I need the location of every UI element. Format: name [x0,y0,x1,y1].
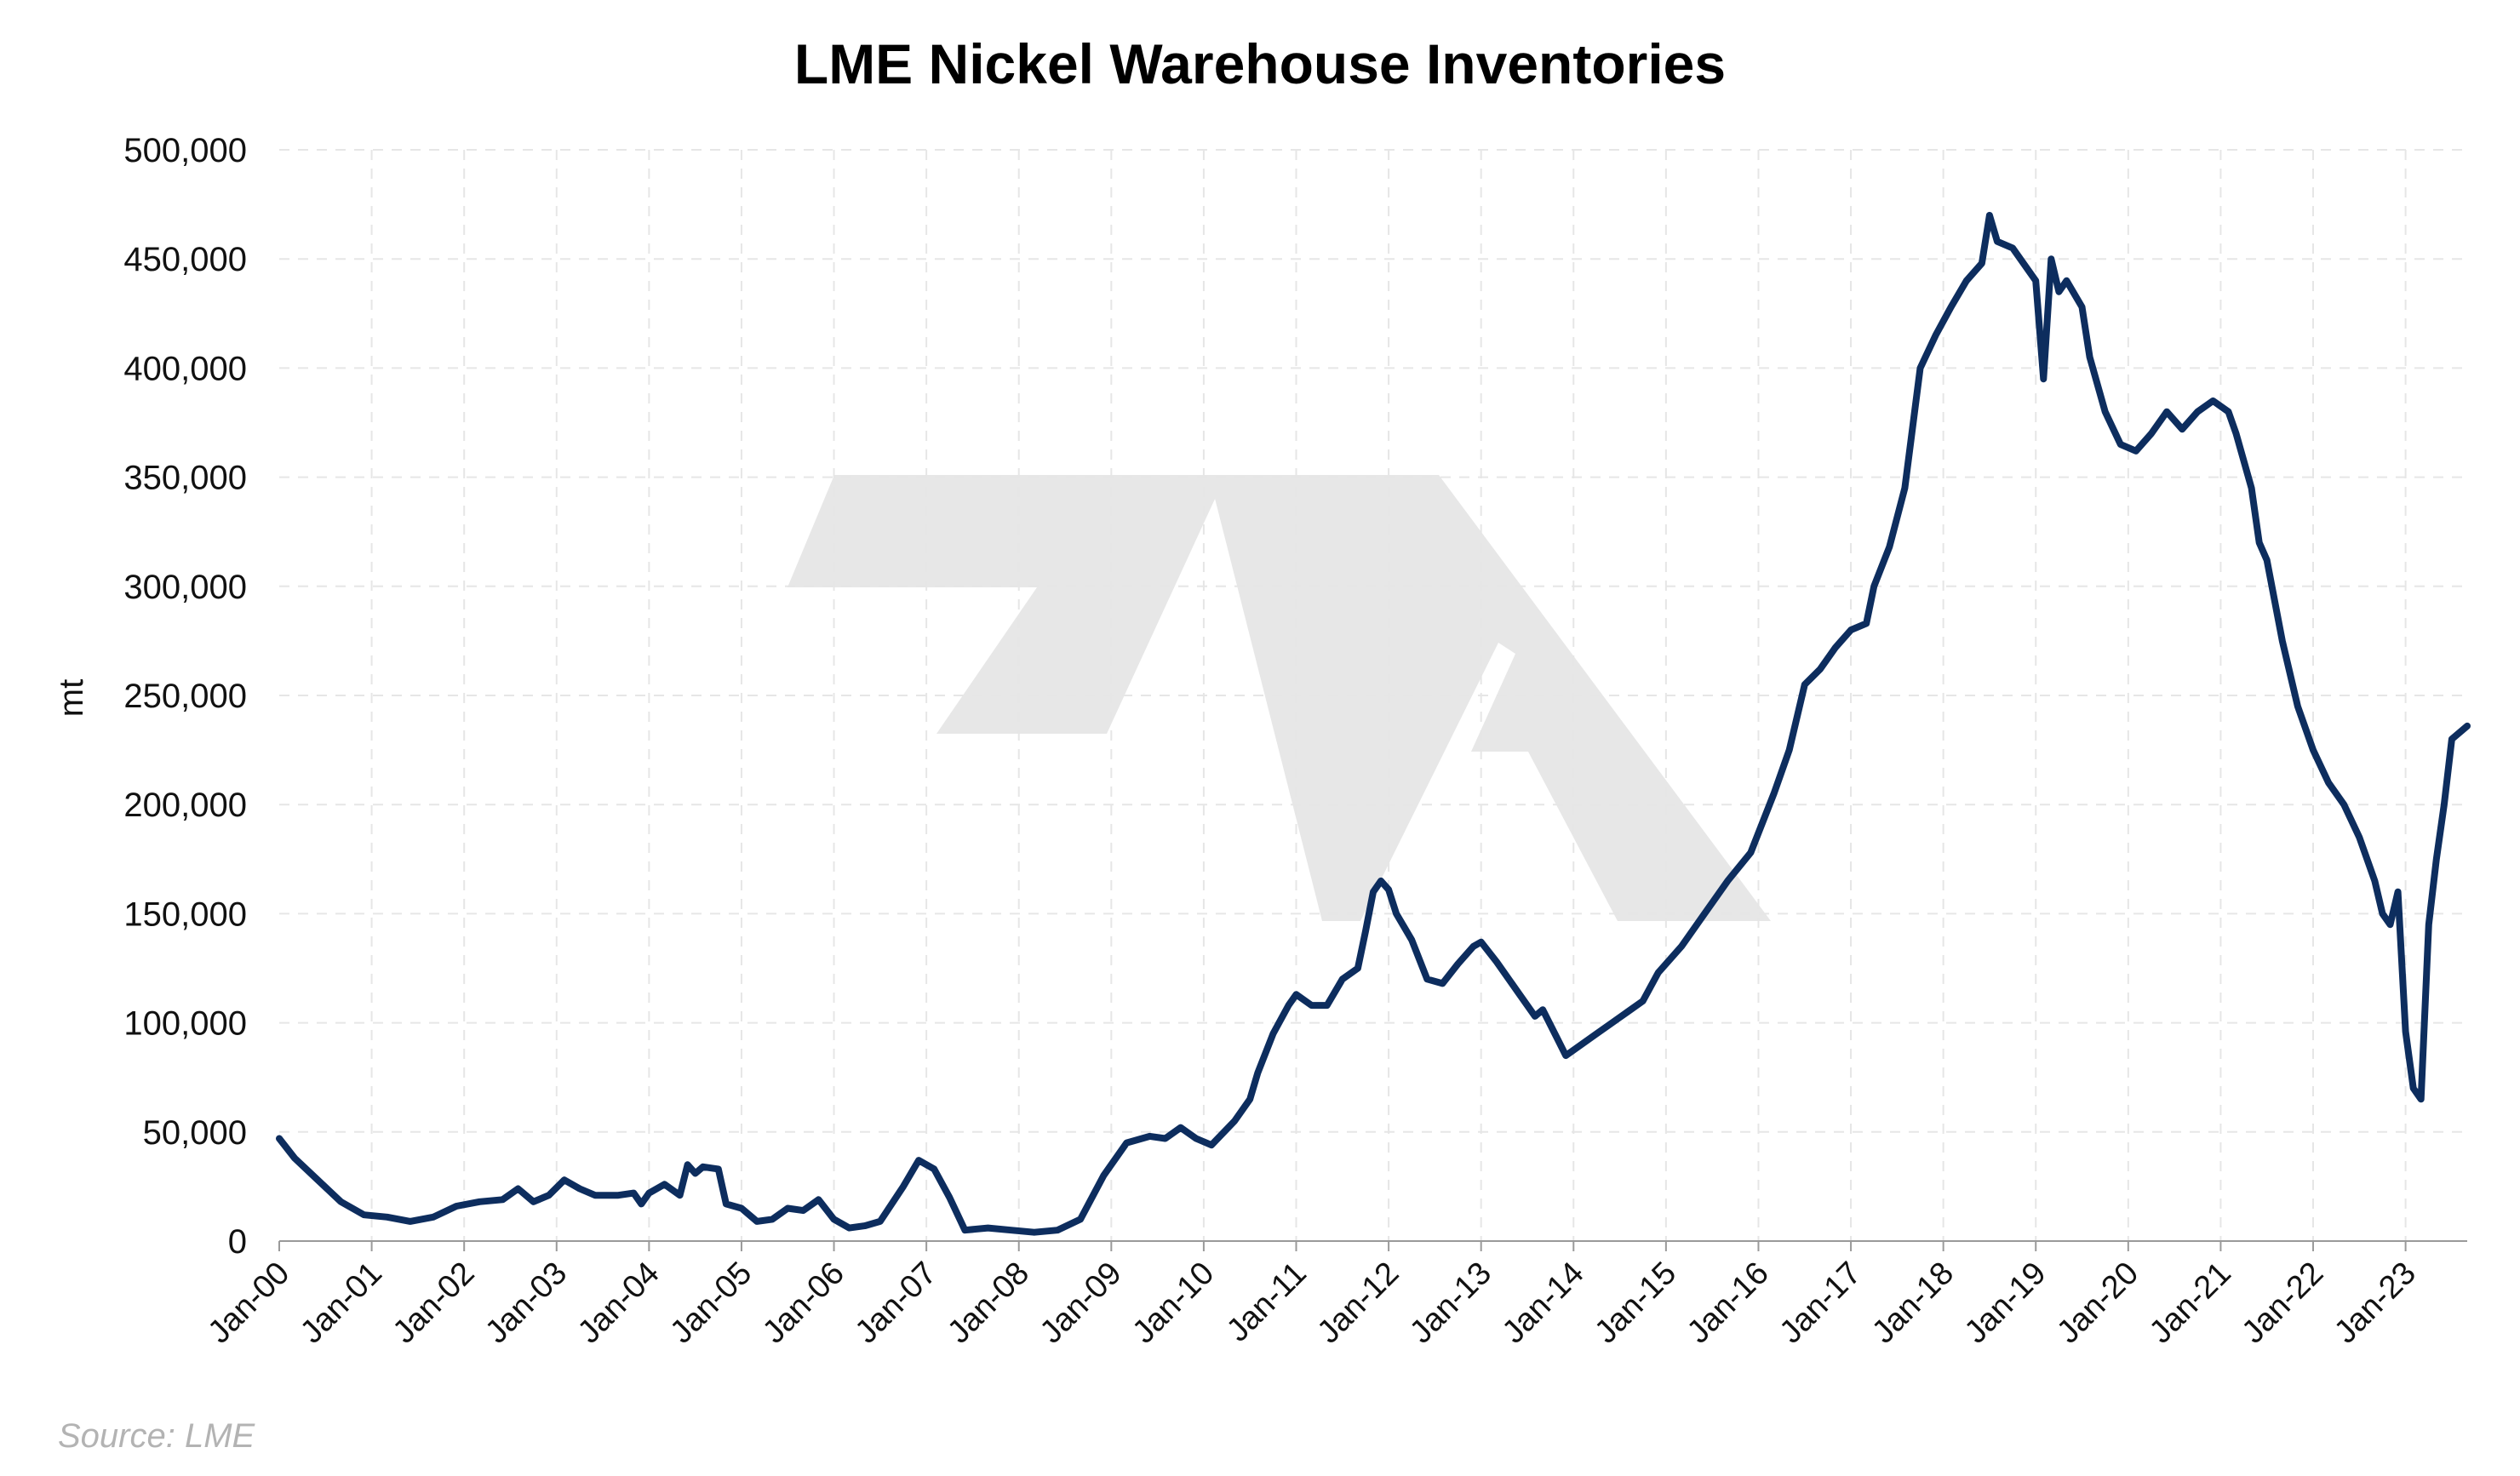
grid [279,149,2467,1241]
y-tick-label: 50,000 [143,1114,247,1152]
x-tick-label: Jan-19 [1958,1256,2053,1351]
x-tick-label: Jan-00 [201,1256,296,1351]
y-tick-label: 200,000 [123,787,247,824]
series-layer [276,211,2471,1236]
x-tick-label: Jan-11 [1220,1256,1314,1349]
x-tick-label: Jan-18 [1865,1256,1961,1351]
x-tick-label: Jan-09 [1034,1256,1129,1351]
source-note: Source: LME [58,1417,256,1455]
y-tick-label: 250,000 [123,678,247,715]
x-tick-label: Jan-16 [1681,1256,1776,1351]
labels: LME Nickel Warehouse Inventories mt Sour… [53,32,1726,1455]
y-tick-label: 0 [228,1223,247,1261]
x-tick-label: Jan-13 [1403,1256,1498,1351]
x-tick-label: Jan-14 [1496,1256,1591,1351]
x-tick-label: Jan-02 [387,1256,482,1351]
y-tick-label: 400,000 [123,350,247,387]
x-tick-label: Jan-06 [756,1256,851,1351]
x-tick-label: Jan-23 [2328,1256,2423,1351]
x-tick-label: Jan-07 [849,1256,944,1351]
x-tick-label: Jan-03 [478,1256,574,1351]
y-tick-label: 450,000 [123,241,247,278]
y-tick-label: 500,000 [123,132,247,169]
y-tick-label: 100,000 [123,1005,247,1043]
x-tick-label: Jan-05 [663,1256,759,1351]
y-axis-label: mt [53,679,90,717]
x-tick-label: Jan-21 [2143,1256,2238,1351]
x-tick-label: Jan-04 [571,1256,667,1351]
y-tick-label: 150,000 [123,895,247,933]
x-tick-label: Jan-22 [2236,1256,2331,1351]
x-tick-label: Jan-15 [1588,1256,1683,1351]
x-tick-label: Jan-17 [1773,1256,1869,1351]
watermark-logo [788,475,1771,921]
series-line-inventories [276,211,2471,1236]
x-tick-label: Jan-12 [1311,1256,1406,1351]
x-tick-label: Jan-01 [294,1256,389,1351]
y-tick-label: 300,000 [123,569,247,606]
x-tick-label: Jan-20 [2050,1256,2145,1351]
chart-title: LME Nickel Warehouse Inventories [794,32,1726,95]
x-tick-label: Jan-08 [941,1256,1036,1351]
y-tick-label: 350,000 [123,460,247,497]
x-tick-label: Jan-10 [1125,1256,1221,1351]
